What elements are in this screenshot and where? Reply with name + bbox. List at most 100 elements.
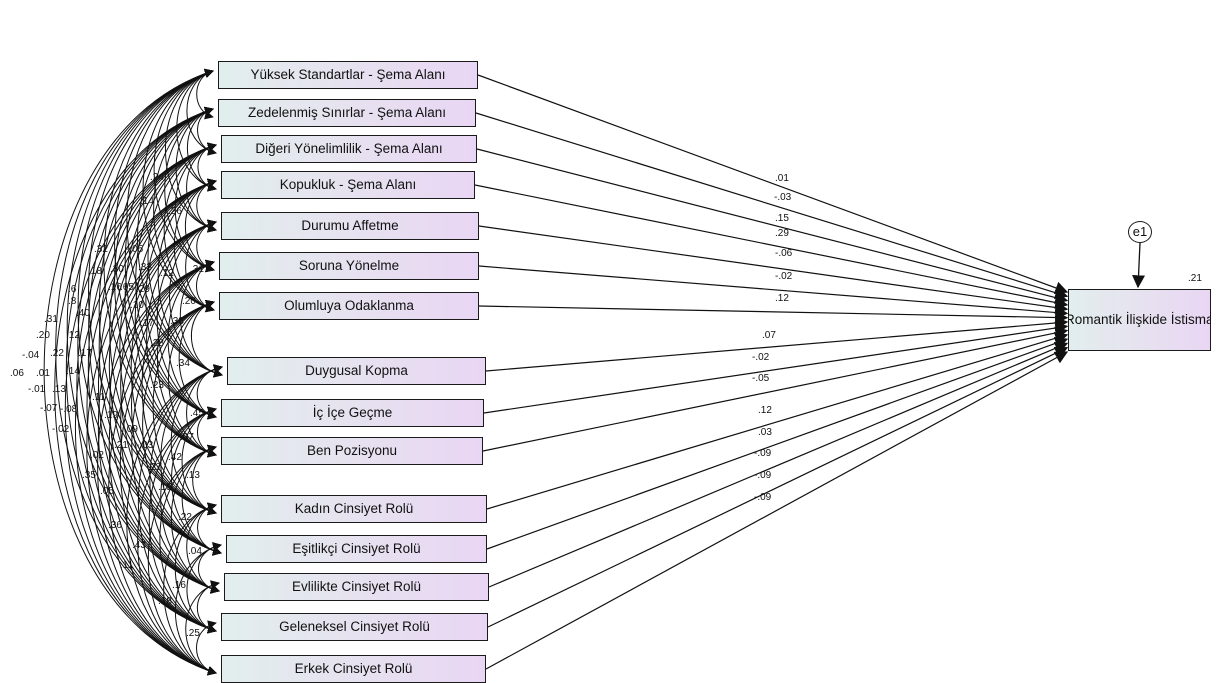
covariance-value: .09 <box>124 424 138 435</box>
covariance-value: .19 <box>104 410 118 421</box>
covariance-arc <box>170 444 220 594</box>
covariance-arc <box>77 69 222 555</box>
covariance-arc <box>120 220 222 555</box>
covariance-arc <box>137 407 217 675</box>
covariance-arc <box>77 107 220 593</box>
covariance-arc <box>165 69 217 233</box>
covariance-arc <box>152 300 217 515</box>
covariance-value: .36 <box>108 520 122 531</box>
covariance-arc <box>54 107 217 675</box>
covariance-value: .26 <box>168 206 182 217</box>
covariance-arc <box>174 502 217 634</box>
predictor-box[interactable]: Diğeri Yönelimlilik - Şema Alanı <box>221 135 477 163</box>
predictor-label: Soruna Yönelme <box>298 258 400 273</box>
path-coefficient: -.03 <box>774 192 792 203</box>
covariance-arc <box>126 364 223 675</box>
outcome-variable-box[interactable]: Romantik İlişkide İstismar <box>1068 289 1211 351</box>
covariance-value: .27 <box>148 462 162 473</box>
path-coefficient: .03 <box>758 427 772 438</box>
covariance-value: -.04 <box>22 350 40 361</box>
covariance-value: .34 <box>176 358 190 369</box>
regression-path <box>478 305 1069 324</box>
covariance-value: -.02 <box>52 424 70 435</box>
covariance-arc <box>109 143 217 515</box>
outcome-variable-label: Romantik İlişkide İstismar <box>1068 312 1211 327</box>
predictor-label: Olumluya Odaklanma <box>284 298 414 313</box>
regression-path <box>485 351 1069 670</box>
regression-path <box>485 316 1069 372</box>
covariance-arc <box>124 143 217 457</box>
covariance-value: .24 <box>150 172 164 183</box>
predictor-box[interactable]: Duygusal Kopma <box>227 357 486 385</box>
predictor-label: Zedelenmiş Sınırlar - Şema Alanı <box>247 105 447 120</box>
covariance-arc <box>147 445 217 675</box>
covariance-arc <box>64 143 217 675</box>
covariance-arc <box>119 300 217 633</box>
covariance-value: .43 <box>132 540 146 551</box>
predictor-box[interactable]: Olumluya Odaklanma <box>219 292 479 320</box>
predictor-box[interactable]: Eşitlikçi Cinsiyet Rolü <box>226 535 487 563</box>
covariance-arc <box>145 179 217 419</box>
predictor-box[interactable]: Kadın Cinsiyet Rolü <box>221 495 487 523</box>
regression-path <box>483 321 1069 414</box>
path-coefficient: -.06 <box>775 248 793 259</box>
predictor-box[interactable]: Soruna Yönelme <box>219 252 479 280</box>
covariance-arc <box>114 107 217 457</box>
covariance-value: .23 <box>150 380 164 391</box>
covariance-arc <box>114 69 217 419</box>
covariance-value: .04 <box>188 546 202 557</box>
covariance-arc <box>98 107 217 515</box>
covariance-value: .05 <box>100 486 114 497</box>
covariance-arc <box>159 444 217 634</box>
covariance-arc <box>108 260 217 633</box>
covariance-arc <box>120 260 220 593</box>
covariance-value: .11 <box>120 560 134 571</box>
covariance-value: .45 <box>190 408 204 419</box>
predictor-label: Duygusal Kopma <box>305 363 408 378</box>
covariance-value: .16 <box>172 580 186 591</box>
covariance-arc <box>108 179 222 555</box>
covariance-arc <box>156 260 217 457</box>
covariance-value: .38 <box>170 316 184 327</box>
covariance-arc <box>171 406 222 556</box>
covariance-arc <box>76 143 217 633</box>
predictor-box[interactable]: Kopukluk - Şema Alanı <box>221 171 475 199</box>
covariance-arc <box>74 179 217 675</box>
covariance-value: .18 <box>88 266 102 277</box>
regression-path <box>475 112 1069 300</box>
predictor-box[interactable]: Evlilikte Cinsiyet Rolü <box>224 573 489 601</box>
covariance-arc <box>181 406 217 516</box>
predictor-box[interactable]: Durumu Affetme <box>221 212 479 240</box>
path-coefficient: .29 <box>775 228 789 239</box>
covariance-arc <box>126 69 223 378</box>
covariance-value: .17 <box>140 318 154 329</box>
covariance-arc <box>169 219 223 378</box>
covariance-value: .21 <box>114 440 128 451</box>
error-term-circle[interactable]: e1 <box>1128 221 1152 243</box>
covariance-arc <box>43 69 217 675</box>
covariance-arc <box>178 299 217 420</box>
regression-path <box>486 331 1069 510</box>
predictor-box[interactable]: Ben Pozisyonu <box>221 437 483 465</box>
covariance-arc <box>185 219 217 313</box>
covariance-value: .42 <box>168 452 182 463</box>
covariance-arc <box>131 260 222 556</box>
predictor-box[interactable]: Yüksek Standartlar - Şema Alanı <box>218 61 478 89</box>
predictor-label: Kadın Cinsiyet Rolü <box>294 501 414 516</box>
regression-path <box>477 74 1069 295</box>
predictor-box[interactable]: Erkek Cinsiyet Rolü <box>221 655 486 683</box>
predictor-box[interactable]: İç İçe Geçme <box>221 399 484 427</box>
covariance-value: .14 <box>140 196 154 207</box>
covariance-arc <box>153 107 215 312</box>
covariance-arc <box>196 620 217 676</box>
covariance-arc <box>55 69 217 633</box>
regression-path <box>476 148 1069 304</box>
covariance-arc <box>88 107 222 555</box>
path-coefficient: .12 <box>775 293 789 304</box>
predictor-box[interactable]: Zedelenmiş Sınırlar - Şema Alanı <box>218 99 476 127</box>
covariance-arc <box>185 178 217 273</box>
predictor-box[interactable]: Geleneksel Cinsiyet Rolü <box>221 613 488 641</box>
covariance-arc <box>174 542 222 676</box>
predictor-label: Evlilikte Cinsiyet Rolü <box>291 579 422 594</box>
